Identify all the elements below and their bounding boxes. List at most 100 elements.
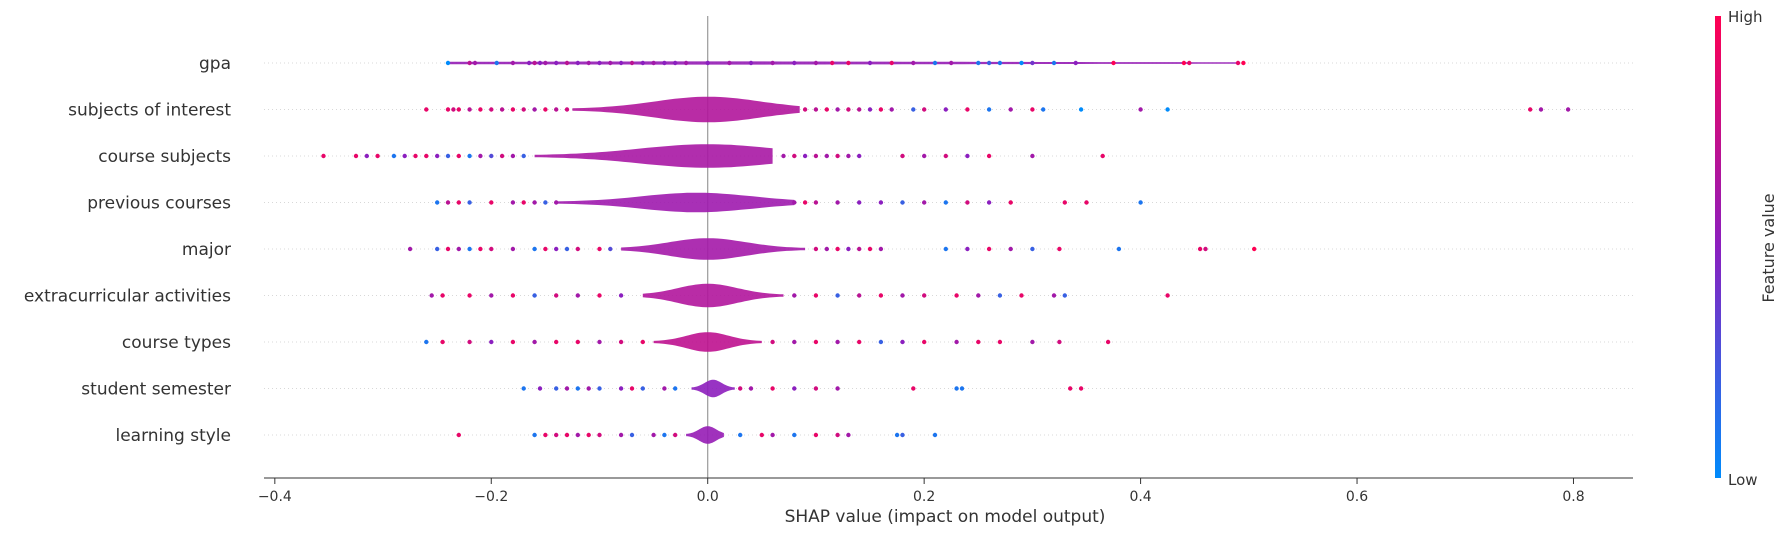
shap-point xyxy=(564,246,570,252)
shap-point xyxy=(543,432,548,438)
violin-shape xyxy=(653,332,762,352)
shap-point xyxy=(813,107,819,112)
x-tick-label: 0.8 xyxy=(1562,489,1584,505)
shap-point xyxy=(575,293,580,298)
shap-point xyxy=(586,432,591,438)
shap-point xyxy=(510,293,516,298)
shap-point xyxy=(1111,60,1116,66)
shap-point xyxy=(976,339,981,345)
shap-point xyxy=(321,153,326,159)
shap-point xyxy=(770,386,775,391)
shap-point xyxy=(813,386,819,391)
x-axis-title: SHAP value (impact on model output) xyxy=(785,507,1106,527)
shap-point xyxy=(662,60,667,66)
shap-point xyxy=(802,200,808,205)
shap-point xyxy=(575,339,580,345)
shap-point xyxy=(1008,200,1013,205)
shap-point xyxy=(878,339,884,345)
feature-row: course subjects xyxy=(98,144,1633,168)
shap-point xyxy=(629,386,635,391)
shap-point xyxy=(965,153,970,159)
shap-point xyxy=(792,339,797,345)
shap-point xyxy=(835,153,840,159)
shap-point xyxy=(424,339,429,345)
shap-point xyxy=(830,60,835,66)
shap-point xyxy=(467,107,472,112)
colorbar-high-label: High xyxy=(1728,8,1762,26)
shap-point xyxy=(564,107,570,112)
feature-label: extracurricular activities xyxy=(24,287,231,307)
shap-point xyxy=(986,107,992,112)
shap-point xyxy=(965,246,970,252)
shap-point xyxy=(499,107,505,112)
shap-point xyxy=(959,386,965,391)
shap-point xyxy=(1235,60,1241,66)
shap-point xyxy=(597,339,602,345)
shap-point xyxy=(1565,107,1571,112)
shap-point xyxy=(922,153,927,159)
shap-point xyxy=(857,246,862,252)
shap-point xyxy=(1062,200,1068,205)
shap-point xyxy=(1538,107,1544,112)
shap-point xyxy=(1197,246,1203,252)
shap-point xyxy=(510,200,516,205)
shap-point xyxy=(554,200,559,205)
shap-point xyxy=(1100,153,1105,159)
shap-point xyxy=(770,339,775,345)
shap-point xyxy=(597,246,602,252)
shap-point xyxy=(922,293,927,298)
shap-point xyxy=(564,386,570,391)
shap-point xyxy=(467,153,472,159)
shap-point xyxy=(748,386,754,391)
shap-point xyxy=(402,153,407,159)
x-tick-label: 0.0 xyxy=(697,489,719,505)
shap-point xyxy=(1057,339,1062,345)
shap-point xyxy=(997,60,1003,66)
shap-point xyxy=(651,60,656,66)
shap-point xyxy=(445,107,451,112)
colorbar-title: Feature value xyxy=(1759,193,1778,302)
shap-point xyxy=(608,246,613,252)
shap-point xyxy=(564,432,570,438)
shap-point xyxy=(911,60,916,66)
shap-point xyxy=(1073,60,1078,66)
shap-point xyxy=(618,293,624,298)
shap-point xyxy=(1165,107,1170,112)
shap-point xyxy=(532,200,537,205)
shap-point xyxy=(738,386,743,391)
shap-point xyxy=(554,60,559,66)
shap-point xyxy=(651,432,656,438)
shap-point xyxy=(997,339,1003,345)
shap-point xyxy=(407,246,413,252)
shap-point xyxy=(857,200,862,205)
shap-point xyxy=(472,60,478,66)
feature-row: learning style xyxy=(115,426,1633,446)
shap-point xyxy=(867,246,873,252)
shap-point xyxy=(857,153,862,159)
shap-point xyxy=(911,386,916,391)
shap-point xyxy=(597,432,602,438)
shap-point xyxy=(445,246,451,252)
shap-point xyxy=(532,246,537,252)
shap-point xyxy=(521,386,526,391)
shap-point xyxy=(554,107,559,112)
shap-point xyxy=(456,153,461,159)
shap-point xyxy=(835,246,840,252)
shap-point xyxy=(554,293,559,298)
x-tick-label: −0.2 xyxy=(474,489,508,505)
shap-point xyxy=(889,107,894,112)
shap-point xyxy=(857,107,862,112)
shap-point xyxy=(429,293,434,298)
shap-point xyxy=(705,60,710,66)
shap-point xyxy=(727,60,732,66)
shap-point xyxy=(489,153,494,159)
shap-point xyxy=(597,60,602,66)
shap-point xyxy=(1181,60,1187,66)
feature-row: student semester xyxy=(81,380,1633,400)
shap-point xyxy=(478,246,483,252)
shap-point xyxy=(662,432,667,438)
shap-point xyxy=(1030,60,1035,66)
shap-point xyxy=(835,200,840,205)
shap-point xyxy=(532,432,537,438)
shap-point xyxy=(781,153,786,159)
